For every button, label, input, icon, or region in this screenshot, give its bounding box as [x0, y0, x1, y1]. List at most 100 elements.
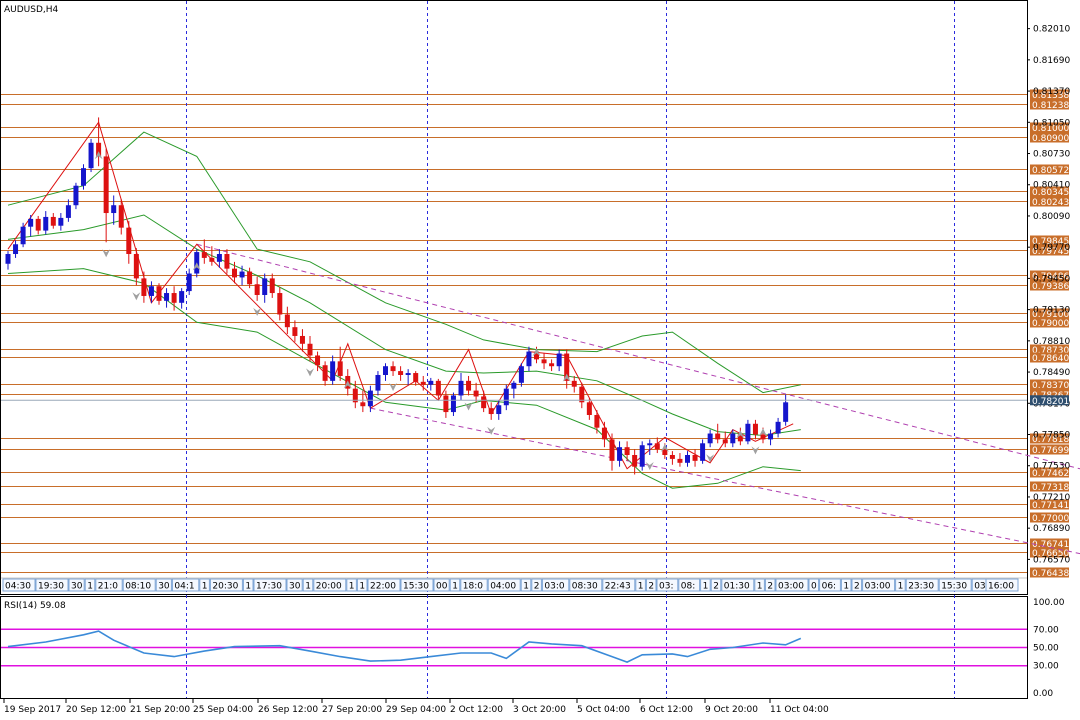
strip-marker	[253, 578, 287, 592]
candle-body	[28, 218, 34, 227]
candle-body	[707, 433, 713, 444]
bollinger-upper-band	[7, 131, 801, 394]
candle-body	[549, 363, 555, 367]
price-label: 0.80410	[1033, 181, 1070, 191]
strip-marker	[862, 578, 896, 592]
level-tag	[1030, 499, 1069, 510]
level-tag	[1030, 280, 1069, 291]
level-tag	[1030, 132, 1069, 143]
candle-body	[133, 254, 139, 279]
candle-body	[171, 293, 177, 303]
level-tag	[1030, 444, 1069, 455]
strip-marker-label: 1	[638, 582, 644, 592]
strip-marker-label: 1	[87, 582, 93, 592]
candle-body	[466, 380, 472, 391]
fractal-down-marker	[751, 446, 760, 455]
strip-marker-label: 1	[898, 582, 904, 592]
fractal-up-marker	[759, 428, 767, 437]
candle-body	[232, 268, 237, 278]
candle-body	[179, 291, 185, 303]
candle-body	[526, 351, 532, 367]
strip-marker-label: 30	[71, 582, 83, 592]
strip-marker	[775, 578, 809, 592]
level-tag-label: 0.77318	[1032, 483, 1069, 493]
time-label: 26 Sep 12:00	[258, 705, 318, 715]
candle-body	[420, 381, 426, 385]
level-tag	[1030, 186, 1069, 197]
candle-body	[617, 447, 623, 461]
level-tag	[1030, 467, 1069, 478]
candle-body	[118, 205, 124, 228]
candle-body	[262, 278, 268, 295]
strip-marker-label: 04:30	[5, 582, 31, 592]
price-label: 0.76890	[1033, 524, 1070, 534]
candle-body	[330, 361, 336, 381]
candle-body	[669, 454, 675, 459]
time-label: 25 Sep 04:00	[193, 705, 253, 715]
strip-marker	[449, 578, 461, 592]
strip-marker-label: 20:00	[316, 582, 342, 592]
strip-marker-label: 1	[202, 582, 208, 592]
candle-body	[654, 443, 660, 450]
candle-body	[556, 353, 562, 367]
time-label: 2 Oct 12:00	[450, 705, 503, 715]
candle-body	[450, 395, 456, 413]
level-tag-label: 0.78640	[1032, 354, 1069, 364]
candle-body	[488, 408, 494, 415]
strip-marker	[635, 578, 646, 592]
current-price-label: 0.78201	[1032, 397, 1069, 407]
level-tag	[1030, 389, 1069, 400]
strip-marker	[95, 578, 123, 592]
strip-marker	[569, 578, 603, 592]
candle-body	[413, 373, 419, 382]
candle-body	[13, 244, 19, 255]
strip-marker	[313, 578, 347, 592]
level-tag	[1030, 99, 1069, 110]
strip-marker	[840, 578, 852, 592]
candle-body	[775, 421, 781, 434]
level-tag-label: 0.79100	[1032, 310, 1069, 320]
candle-body	[745, 423, 751, 442]
level-tag	[1030, 196, 1069, 207]
strip-marker-label: 1	[245, 582, 251, 592]
strip-marker-label: 01:30	[724, 582, 750, 592]
candle-body	[715, 433, 721, 440]
strip-marker-label: 2	[534, 582, 540, 592]
price-axis: 0.82010 0.81690 0.81370 0.81050 0.80730 0.804…	[1, 25, 1070, 565]
candle-body	[284, 314, 290, 328]
strip-marker	[710, 578, 722, 592]
strip-marker	[433, 578, 450, 592]
fractal-down-marker	[464, 402, 473, 411]
candle-body	[58, 217, 64, 226]
candle-body	[141, 278, 147, 296]
level-tag-label: 0.76438	[1032, 569, 1069, 579]
time-label: 21 Sep 20:00	[130, 705, 190, 715]
fractal-up-marker	[343, 380, 352, 389]
level-tag	[1030, 512, 1069, 523]
time-label: 9 Oct 20:00	[705, 705, 758, 715]
fractal-up-marker	[532, 348, 541, 357]
candle-body	[103, 156, 109, 214]
price-label: 0.77210	[1033, 493, 1070, 503]
candle-body	[692, 454, 698, 461]
price-label: 0.79130	[1033, 306, 1070, 316]
strip-marker-label: 1	[843, 582, 849, 592]
strip-marker-label: 20:30	[212, 582, 238, 592]
level-tag	[1030, 567, 1069, 578]
candle-body	[503, 388, 509, 406]
candle-body	[5, 254, 11, 264]
price-label: 0.79770	[1033, 243, 1070, 253]
candle-body	[186, 273, 192, 292]
fractal-up-marker	[94, 151, 103, 160]
strip-marker	[286, 578, 303, 592]
level-tag-label: 0.81000	[1032, 124, 1069, 134]
level-tag-label: 0.79486	[1032, 272, 1069, 282]
rsi-scale-label: 50.00	[1033, 644, 1059, 654]
bollinger-bands	[7, 131, 801, 489]
candle-body	[541, 359, 547, 364]
strip-marker-label: 04:1	[174, 582, 194, 592]
time-label: 27 Sep 20:00	[322, 705, 382, 715]
candle-body	[443, 395, 449, 413]
